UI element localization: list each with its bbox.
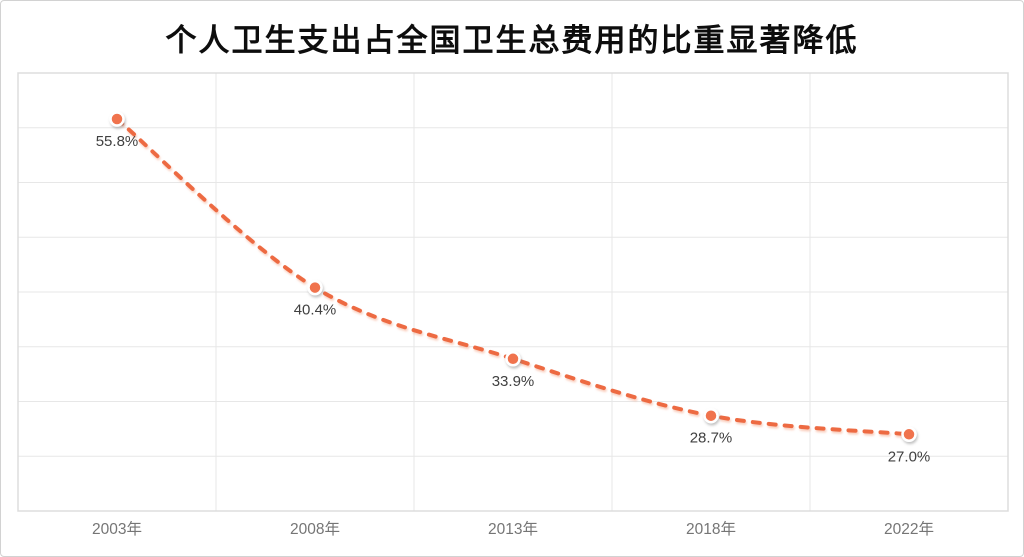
data-point bbox=[901, 426, 917, 443]
plot-area-border bbox=[17, 72, 1009, 512]
x-axis-tick-label: 2018年 bbox=[686, 520, 736, 538]
data-label: 40.4% bbox=[294, 302, 337, 319]
data-point bbox=[505, 351, 521, 367]
data-point bbox=[109, 111, 125, 127]
chart-title: 个人卫生支出占全国卫生总费用的比重显著降低 bbox=[165, 23, 859, 58]
data-label: 27.0% bbox=[888, 448, 931, 465]
x-axis-tick-label: 2008年 bbox=[290, 520, 340, 538]
data-point bbox=[703, 407, 719, 424]
data-label: 33.9% bbox=[492, 373, 535, 390]
data-point bbox=[307, 279, 323, 296]
x-axis-tick-label: 2022年 bbox=[884, 520, 934, 538]
x-axis-tick-label: 2003年 bbox=[92, 520, 142, 538]
data-label: 28.7% bbox=[690, 430, 733, 447]
data-label: 55.8% bbox=[96, 133, 139, 150]
x-axis-tick-label: 2013年 bbox=[488, 520, 538, 538]
